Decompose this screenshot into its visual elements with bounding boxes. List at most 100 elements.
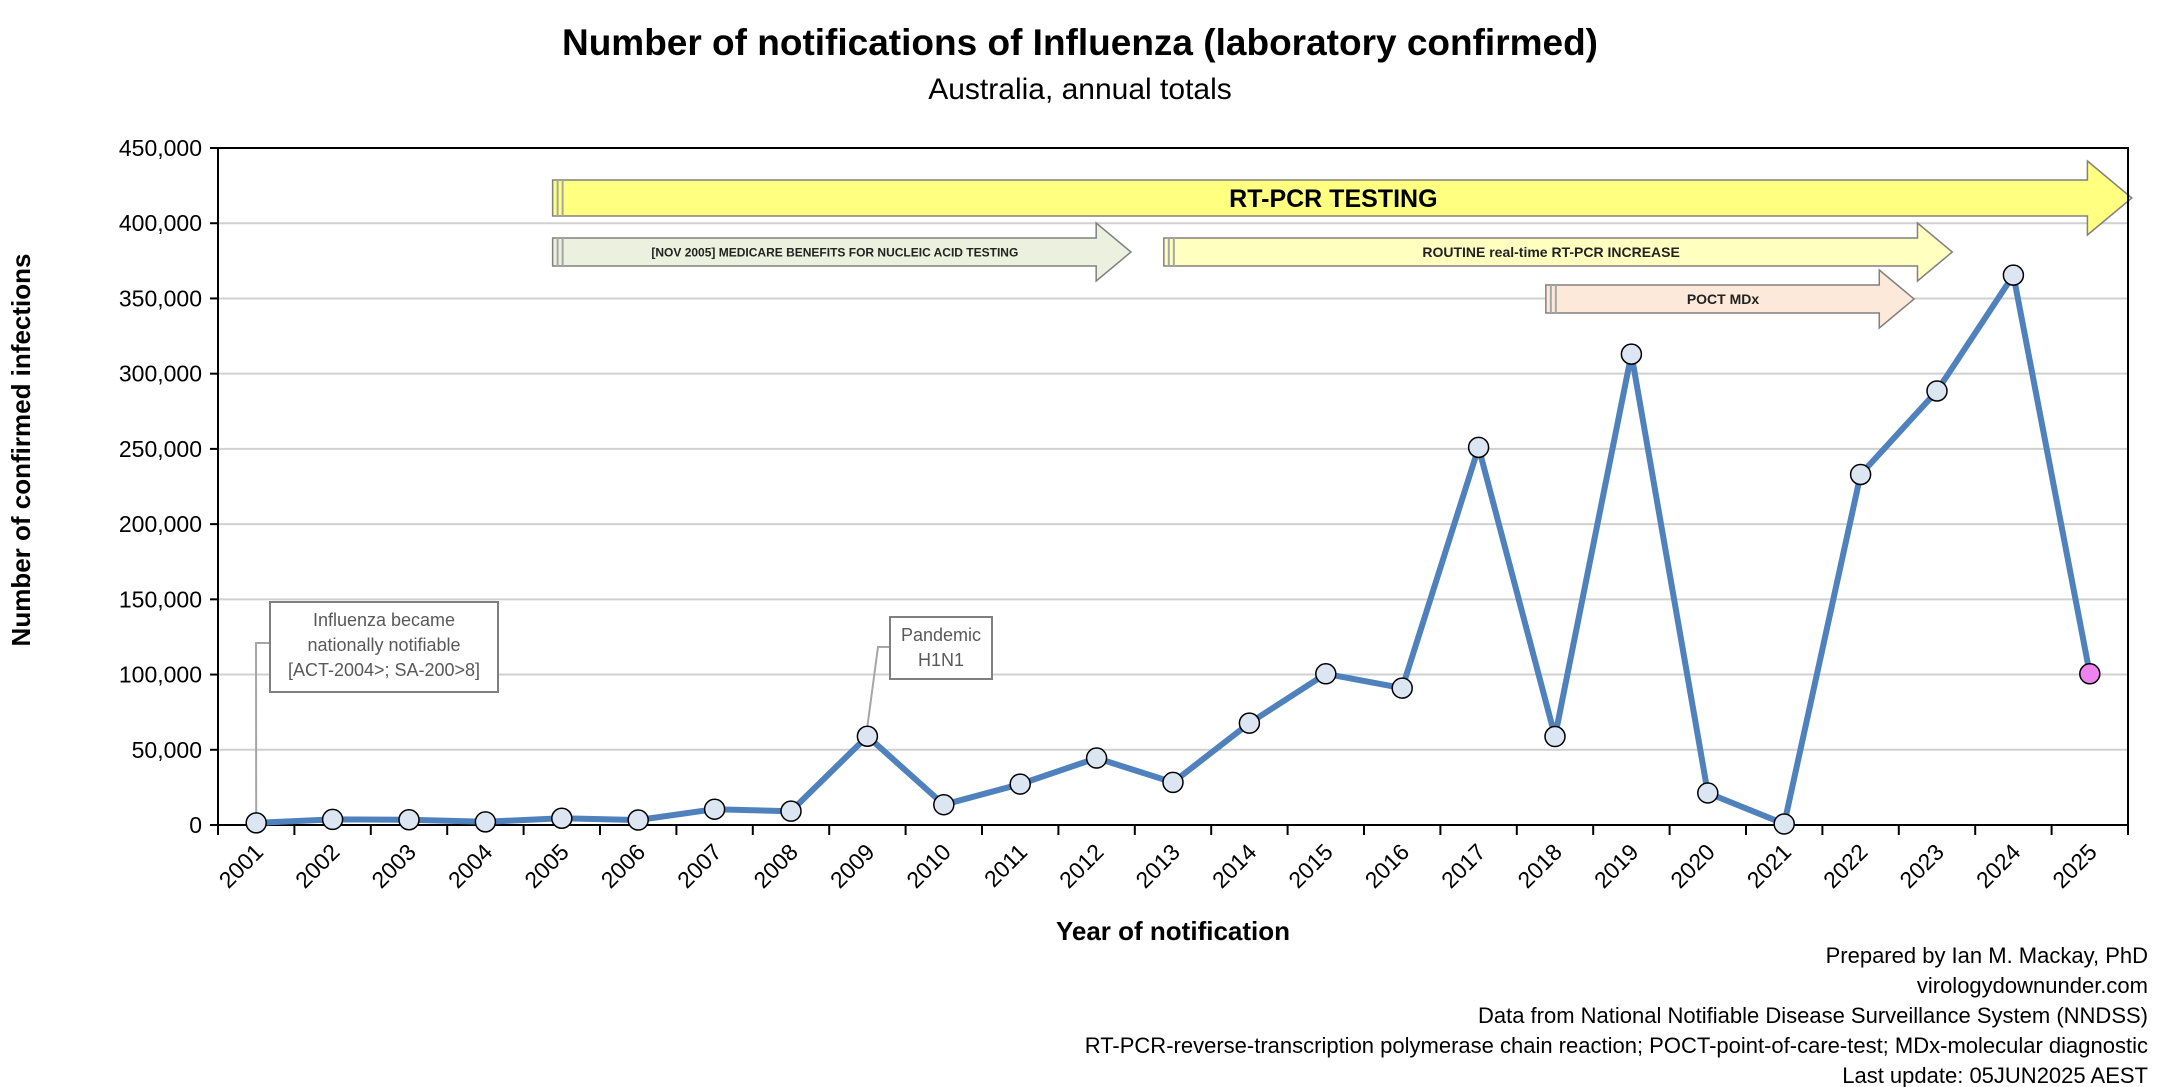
timeline-arrow: ROUTINE real-time RT-PCR INCREASE: [1163, 221, 1954, 283]
x-tick-label: 2023: [1894, 839, 1949, 894]
y-axis-title: Number of confirmed infections: [6, 254, 36, 647]
x-tick-label: 2016: [1360, 839, 1415, 894]
series-line: [256, 272, 2093, 827]
y-tick-label: 50,000: [132, 737, 202, 763]
timeline-arrow: POCT MDx: [1545, 268, 1916, 330]
timeline-arrows: RT-PCR TESTING [NOV 2005] MEDICARE BENEFI…: [551, 159, 2133, 330]
arrow-label: POCT MDx: [1687, 291, 1760, 307]
x-tick-label: 2005: [519, 839, 574, 894]
annotation-text: Influenza became: [313, 610, 455, 630]
y-tick-label: 0: [189, 812, 202, 838]
x-axis-title: Year of notification: [1056, 916, 1290, 946]
y-tick-label: 150,000: [119, 586, 202, 612]
y-tick-label: 100,000: [119, 662, 202, 688]
annotation-callout: Pandemic H1N1: [866, 616, 993, 727]
x-tick-label: 2013: [1130, 839, 1185, 894]
data-point-2021: [1773, 813, 1795, 835]
x-tick-label: 2008: [748, 839, 803, 894]
x-tick-label: 2015: [1283, 839, 1338, 894]
x-tick-label: 2011: [979, 839, 1032, 892]
data-point-2006: [627, 809, 649, 831]
x-tick-label: 2022: [1818, 839, 1873, 894]
data-point-2005: [551, 807, 573, 829]
x-tick-label: 2006: [596, 839, 651, 894]
x-tick-label: 2004: [443, 838, 498, 893]
x-tick-label: 2007: [672, 839, 727, 894]
arrow-shape: [1163, 221, 1954, 283]
data-point-2001: [245, 812, 267, 834]
arrow-label: RT-PCR TESTING: [1229, 185, 1437, 213]
annotation-box: [269, 601, 499, 693]
data-point-2004: [474, 811, 497, 833]
data-point-2023: [1926, 380, 1948, 402]
data-point-2009: [856, 725, 879, 747]
arrow-shape: [551, 159, 2133, 237]
x-tick-label: 2002: [290, 839, 345, 894]
x-axis-ticks: 2001 2002 2003 2004 2005 2006 2007 2008 2009 2010…: [214, 825, 2129, 894]
data-point-2015: [1315, 663, 1337, 685]
data-point-2011: [1009, 773, 1031, 795]
annotation-callout: Influenza became nationally notifiable [AC…: [254, 601, 499, 813]
arrow-shape: [1545, 268, 1916, 330]
x-tick-label: 2009: [825, 839, 880, 894]
x-tick-label: 2018: [1512, 839, 1567, 894]
y-tick-label: 450,000: [119, 135, 202, 161]
credit-abbreviations: RT-PCR-reverse-transcription polymerase …: [1085, 1033, 2148, 1058]
x-tick-label: 2025: [2047, 839, 2102, 894]
arrow-shape: [551, 221, 1133, 283]
x-tick-label: 2014: [1207, 838, 1262, 893]
arrow-label: ROUTINE real-time RT-PCR INCREASE: [1422, 244, 1679, 260]
annotation-text: nationally notifiable: [307, 635, 460, 655]
y-tick-label: 400,000: [119, 210, 202, 236]
data-point-2003: [398, 808, 420, 831]
data-point-2014: [1238, 712, 1261, 734]
timeline-arrow: RT-PCR TESTING: [551, 159, 2133, 237]
data-point-2025: [2079, 663, 2101, 685]
x-tick-label: 2012: [1054, 839, 1109, 894]
annotation-leader: [866, 646, 890, 727]
y-tick-label: 250,000: [119, 436, 202, 462]
timeline-arrow: [NOV 2005] MEDICARE BENEFITS FOR NUCLEIC…: [551, 221, 1133, 283]
y-tick-label: 300,000: [119, 361, 202, 387]
data-point-2013: [1162, 771, 1184, 794]
annotation-text: [ACT-2004>; SA-200>8]: [288, 660, 480, 680]
data-point-2008: [780, 800, 802, 822]
credit-author: Prepared by Ian M. Mackay, PhD: [1826, 943, 2148, 968]
annotations: Influenza became nationally notifiable [AC…: [254, 601, 993, 813]
x-tick-label: 2010: [901, 839, 956, 894]
y-axis-ticks: 0 50,000 100,000 150,000 200,000 250,000 300,0…: [119, 135, 218, 838]
credit-data-source: Data from National Notifiable Disease Su…: [1478, 1003, 2148, 1028]
credit-last-update: Last update: 05JUN2025 AEST: [1842, 1063, 2148, 1087]
plot-frame: [217, 147, 2129, 826]
y-tick-label: 350,000: [119, 285, 202, 311]
x-tick-label: 2017: [1436, 839, 1491, 894]
y-tick-label: 200,000: [119, 511, 202, 537]
gridlines: [218, 222, 2128, 751]
annotation-leader: [254, 642, 270, 813]
data-point-2024: [2002, 264, 2025, 286]
data-point-2016: [1391, 677, 1413, 699]
x-tick-label: 2021: [1742, 839, 1797, 894]
x-tick-label: 2020: [1665, 839, 1720, 894]
x-tick-label: 2001: [214, 839, 269, 894]
annotation-text: H1N1: [918, 650, 964, 670]
data-point-2010: [933, 793, 955, 816]
annotation-box: [889, 616, 993, 680]
credit-website: virologydownunder.com: [1917, 973, 2148, 998]
data-point-2017: [1467, 436, 1490, 459]
chart-title: Number of notifications of Influenza (la…: [562, 22, 1598, 63]
data-point-2018: [1544, 725, 1566, 748]
data-point-2020: [1697, 782, 1719, 804]
data-points: [245, 264, 2101, 835]
chart-subtitle: Australia, annual totals: [928, 73, 1232, 106]
arrow-label: [NOV 2005] MEDICARE BENEFITS FOR NUCLEIC…: [651, 245, 1018, 259]
data-point-2007: [703, 798, 726, 820]
x-tick-label: 2024: [1971, 838, 2026, 893]
data-point-2022: [1849, 463, 1872, 486]
data-point-2012: [1085, 747, 1108, 769]
annotation-text: Pandemic: [901, 625, 981, 645]
data-point-2002: [321, 808, 344, 831]
x-tick-label: 2019: [1589, 839, 1644, 894]
data-point-2019: [1620, 343, 1643, 365]
